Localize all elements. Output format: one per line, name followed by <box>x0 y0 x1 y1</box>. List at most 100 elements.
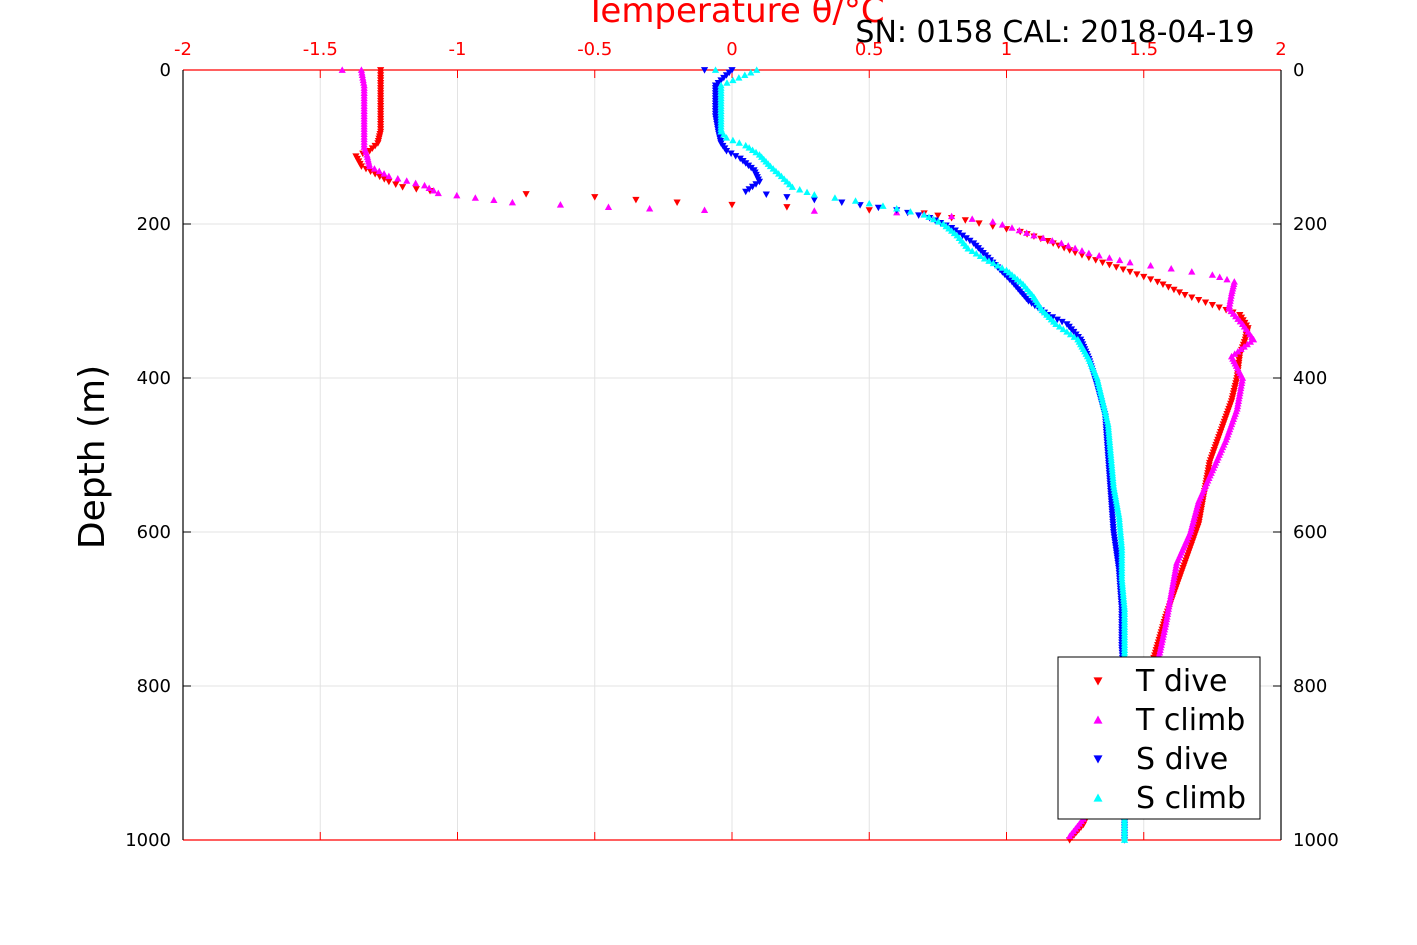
data-point <box>453 191 461 199</box>
data-point <box>1171 566 1179 574</box>
data-point <box>1164 607 1172 615</box>
data-point <box>434 189 442 197</box>
data-point <box>748 146 757 153</box>
data-point <box>742 141 750 149</box>
chart-subtitle: SN: 0158 CAL: 2018-04-19 <box>855 15 1254 50</box>
data-point <box>1058 318 1066 326</box>
data-point <box>1071 249 1079 257</box>
data-point <box>1208 271 1216 278</box>
data-point <box>976 252 985 260</box>
data-point <box>989 223 997 230</box>
data-point <box>1170 572 1179 579</box>
data-point <box>399 184 407 191</box>
x-tick-label: -2 <box>174 39 192 60</box>
data-point <box>1235 392 1243 399</box>
data-point <box>752 181 760 188</box>
data-point <box>1110 487 1119 494</box>
data-point <box>915 212 923 219</box>
data-point <box>700 67 709 74</box>
data-point <box>920 211 928 218</box>
data-point <box>735 139 743 146</box>
data-point <box>1238 374 1247 381</box>
data-point <box>370 165 379 172</box>
data-point <box>783 194 791 201</box>
data-point <box>1226 299 1234 307</box>
data-point <box>338 66 346 73</box>
data-point <box>375 167 383 175</box>
data-point <box>948 212 956 220</box>
data-point <box>1048 314 1057 321</box>
data-point <box>906 208 915 215</box>
legend-label: S dive <box>1136 742 1228 777</box>
data-point <box>1120 836 1129 843</box>
data-point <box>1133 271 1141 278</box>
data-marks <box>338 66 1258 844</box>
data-point <box>1085 249 1093 257</box>
data-point <box>394 174 402 182</box>
data-point <box>783 204 791 211</box>
data-point <box>385 172 393 180</box>
data-point <box>420 181 429 189</box>
x-tick-label: 1 <box>1001 39 1012 60</box>
data-point <box>1227 289 1236 297</box>
y-axis-label: Depth (m) <box>72 365 113 549</box>
data-point <box>711 66 720 73</box>
y-tick-label-right: 0 <box>1293 60 1304 81</box>
data-point <box>722 134 731 141</box>
data-point <box>1188 268 1196 275</box>
data-point <box>673 199 681 207</box>
data-point <box>810 207 818 214</box>
y-tick-label-left: 1000 <box>125 830 171 851</box>
data-point <box>1153 278 1162 286</box>
data-point <box>591 194 599 201</box>
data-point <box>934 212 942 220</box>
data-point <box>1113 500 1121 507</box>
data-point <box>980 255 989 262</box>
data-point <box>1227 292 1235 299</box>
data-point <box>1066 247 1074 254</box>
data-point <box>1114 505 1122 512</box>
data-point <box>1169 577 1178 584</box>
data-point <box>972 250 980 257</box>
y-tick-label-left: 200 <box>137 214 171 235</box>
data-point <box>1235 394 1243 402</box>
data-point <box>1163 615 1171 623</box>
data-point <box>1064 242 1072 249</box>
legend-label: T dive <box>1135 664 1227 699</box>
data-point <box>1165 602 1173 610</box>
data-point <box>741 71 749 79</box>
data-point <box>874 204 882 212</box>
data-point <box>1078 247 1086 254</box>
data-point <box>930 215 938 223</box>
data-point <box>810 196 818 204</box>
data-point <box>1057 239 1065 247</box>
data-point <box>1171 569 1179 576</box>
data-point <box>865 199 873 207</box>
data-point <box>1030 231 1038 239</box>
data-point <box>958 232 967 240</box>
data-point <box>727 150 735 158</box>
chart-title: Temperature θ/°C <box>584 0 884 31</box>
data-point <box>1098 259 1107 267</box>
y-tick-label-right: 1000 <box>1293 830 1339 851</box>
legend-box <box>1057 656 1261 820</box>
data-point <box>989 218 997 225</box>
data-point <box>1085 254 1093 262</box>
data-point <box>412 179 420 187</box>
data-point <box>1166 595 1174 602</box>
data-point <box>1008 224 1016 231</box>
data-point <box>1167 590 1175 597</box>
data-point <box>366 147 374 155</box>
data-point <box>357 66 366 73</box>
data-point <box>1053 316 1061 324</box>
data-point <box>385 178 393 186</box>
data-point <box>1238 379 1246 387</box>
data-point <box>1168 584 1176 592</box>
data-point <box>1226 297 1234 304</box>
legend-marker <box>1093 793 1103 802</box>
data-point <box>1111 489 1119 497</box>
data-point <box>403 177 411 184</box>
data-point <box>1092 257 1100 264</box>
data-point <box>366 162 374 170</box>
data-point <box>392 181 400 188</box>
